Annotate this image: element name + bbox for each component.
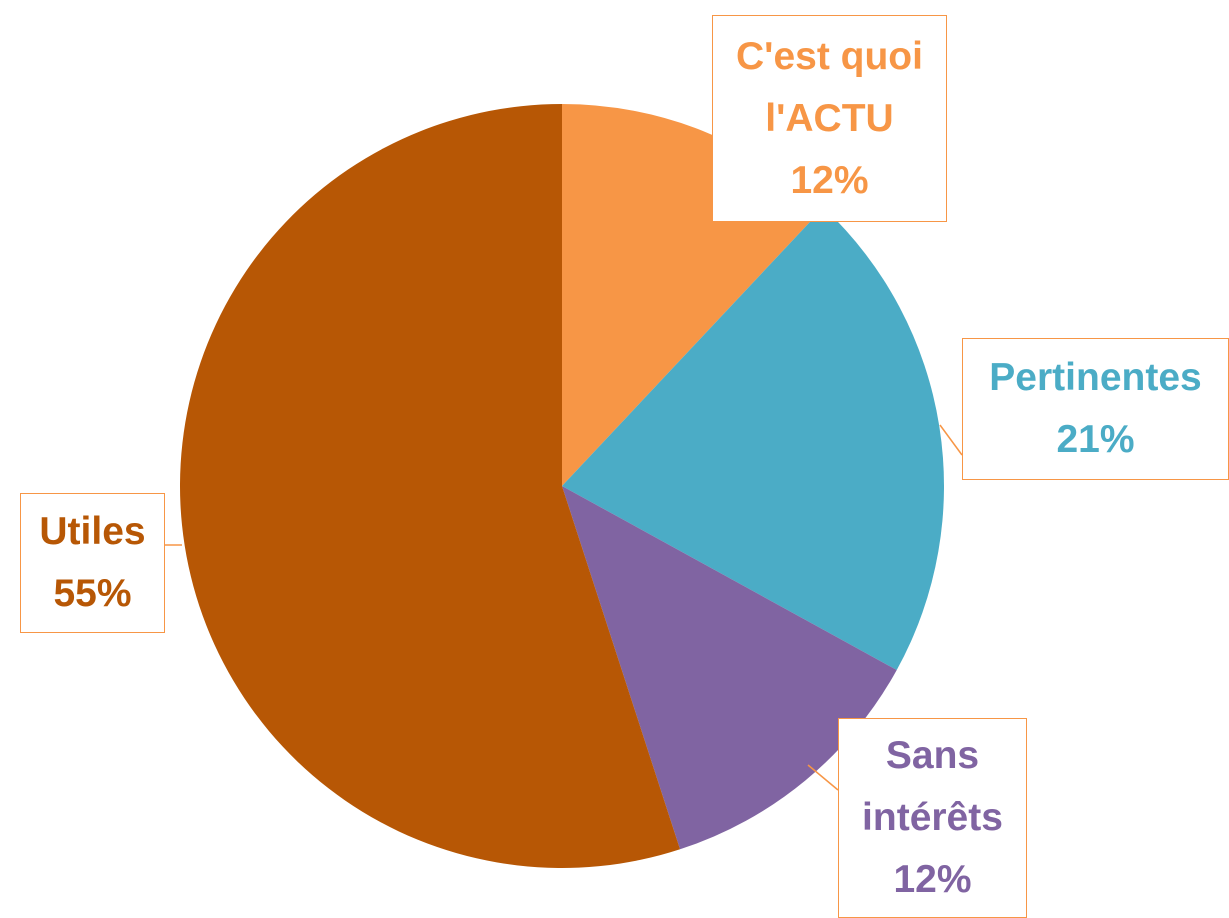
category-label: Pertinentes xyxy=(989,356,1202,399)
pie-slice xyxy=(179,104,681,869)
category-label: C'est quoi l'ACTU xyxy=(736,34,923,140)
leader-lines xyxy=(165,424,963,791)
leader-line xyxy=(807,764,839,791)
category-label: Sans intérêts xyxy=(862,734,1003,839)
value-label: 55% xyxy=(53,572,132,615)
data-label-box: C'est quoi l'ACTU 12% xyxy=(712,15,947,222)
pie-slice xyxy=(562,486,897,850)
value-label: 12% xyxy=(893,858,972,901)
value-label: 21% xyxy=(1056,418,1135,461)
category-label: Utiles xyxy=(39,510,146,553)
value-label: 12% xyxy=(790,158,869,202)
leader-line xyxy=(939,424,963,456)
data-label-box: Sans intérêts 12% xyxy=(838,718,1027,918)
data-label-box: Pertinentes 21% xyxy=(962,338,1229,480)
pie-slice xyxy=(562,207,944,671)
slices xyxy=(179,104,944,869)
data-label-box: Utiles 55% xyxy=(20,493,165,633)
